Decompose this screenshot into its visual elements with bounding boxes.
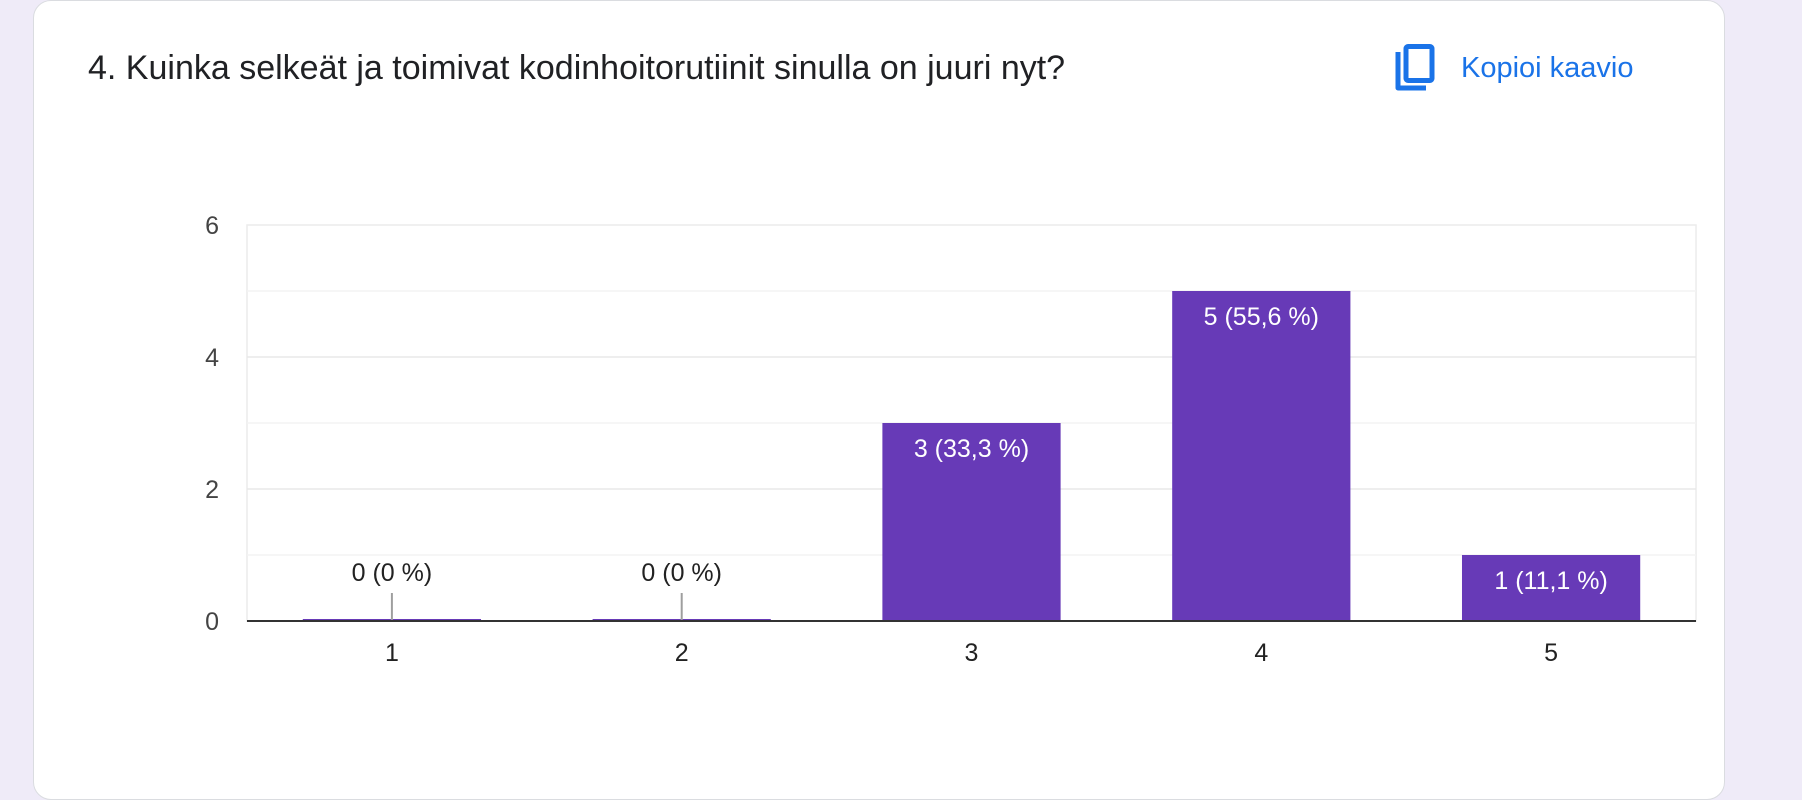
x-tick-label: 1 [385, 639, 399, 667]
copy-icon [1395, 44, 1435, 91]
data-label: 1 (11,1 %) [1494, 567, 1607, 595]
x-tick-label: 4 [1254, 639, 1268, 667]
bar [1461, 555, 1641, 621]
data-label: 5 (55,6 %) [1204, 303, 1319, 331]
data-label: 0 (0 %) [641, 559, 722, 587]
x-tick-label: 3 [965, 639, 979, 667]
bar [1172, 291, 1351, 621]
chart-card: 4. Kuinka selkeät ja toimivat kodinhoito… [33, 0, 1725, 800]
copy-chart-button[interactable]: Kopioi kaavio [1395, 41, 1634, 95]
x-tick-label: 5 [1544, 639, 1558, 667]
y-tick-label: 0 [205, 608, 219, 636]
y-tick-label: 6 [205, 212, 219, 240]
data-label: 0 (0 %) [352, 559, 433, 587]
data-label: 3 (33,3 %) [914, 435, 1029, 463]
copy-chart-label: Kopioi kaavio [1461, 51, 1634, 84]
bar [882, 423, 1061, 621]
bar-chart: 0 2 4 6 0 (0 %) 1 0 (0 %) 2 3 (33,3 %) 3 5 (55,6 %… [205, 212, 1697, 667]
y-tick-label: 4 [205, 344, 219, 372]
y-tick-label: 2 [205, 476, 219, 504]
x-tick-label: 2 [675, 639, 689, 667]
question-title: 4. Kuinka selkeät ja toimivat kodinhoito… [88, 49, 1066, 87]
